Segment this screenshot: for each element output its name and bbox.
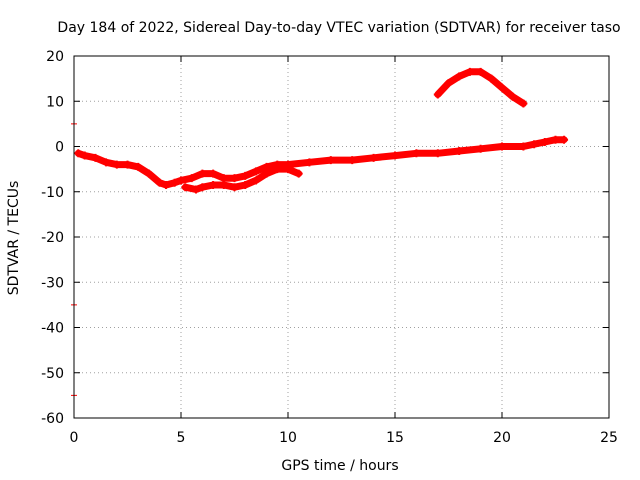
data-point [181, 183, 190, 192]
data-point [455, 147, 464, 156]
data-point [444, 79, 453, 88]
series-main-track [74, 135, 569, 189]
x-tick-label: 15 [386, 430, 404, 446]
data-point [508, 92, 517, 101]
x-tick-label: 25 [600, 430, 618, 446]
data-layer [71, 67, 569, 396]
data-point [209, 169, 218, 178]
data-point [551, 135, 560, 144]
data-point [162, 180, 171, 189]
series-band [74, 136, 568, 189]
data-point [284, 165, 292, 174]
series-band [434, 68, 527, 107]
data-point [219, 174, 228, 183]
y-tick-label: -30 [41, 275, 64, 291]
data-point [209, 180, 218, 189]
series-high-arc [433, 67, 528, 108]
y-tick-label: -50 [41, 366, 64, 382]
data-point [80, 151, 89, 160]
data-point [465, 67, 474, 76]
data-point [326, 156, 335, 165]
data-point [305, 158, 314, 167]
data-point [230, 183, 239, 192]
data-point [74, 149, 83, 158]
data-point [241, 171, 250, 180]
data-point [476, 144, 485, 153]
grid [74, 56, 609, 418]
data-point [498, 83, 506, 92]
data-point [476, 67, 485, 76]
data-point [262, 162, 271, 171]
data-point [230, 174, 239, 183]
data-point [455, 72, 464, 81]
x-axis-title: GPS time / hours [281, 458, 398, 474]
chart-title: Day 184 of 2022, Sidereal Day-to-day VTE… [57, 20, 620, 36]
data-point [123, 160, 132, 169]
data-point [369, 153, 378, 162]
data-point [273, 165, 282, 174]
data-point [540, 137, 549, 146]
y-tick-label: -20 [41, 230, 64, 246]
data-point [294, 169, 303, 178]
data-point [519, 142, 528, 151]
y-tick-label: -60 [41, 411, 64, 427]
data-point [191, 185, 200, 194]
x-tick-label: 0 [70, 430, 79, 446]
data-point [144, 169, 153, 178]
data-point [198, 183, 207, 192]
data-point [498, 142, 506, 151]
x-tick-label: 10 [279, 430, 297, 446]
data-point [112, 160, 121, 169]
data-point [170, 178, 179, 187]
data-point [530, 140, 539, 149]
data-point [241, 180, 250, 189]
y-axis-title: SDTVAR / TECUs [6, 181, 22, 296]
data-point [91, 153, 100, 162]
data-point [487, 74, 496, 83]
data-point [134, 162, 143, 171]
data-point [187, 174, 196, 183]
data-point [391, 151, 399, 160]
data-point [177, 176, 185, 185]
y-tick-label: 0 [55, 140, 64, 156]
data-point [560, 135, 569, 144]
data-point [155, 178, 164, 187]
data-point [262, 169, 271, 178]
y-tick-label: 10 [46, 94, 64, 110]
data-point [102, 158, 111, 167]
series-lower-branch [181, 165, 303, 194]
ticks: 0 5 10 15 20 25 -60 -50 -40 -30 -20 -10 0 10 20 [41, 49, 618, 446]
data-point [198, 169, 207, 178]
data-point [219, 180, 228, 189]
data-point [433, 149, 442, 158]
data-point [519, 99, 528, 108]
y-tick-label: -40 [41, 321, 64, 337]
data-point [433, 90, 442, 99]
data-point [251, 167, 260, 176]
data-point [412, 149, 421, 158]
x-tick-label: 20 [493, 430, 511, 446]
x-tick-label: 5 [177, 430, 186, 446]
y-tick-label: -10 [41, 185, 64, 201]
y-tick-label: 20 [46, 49, 64, 65]
data-point [251, 176, 260, 185]
data-point [348, 156, 357, 165]
